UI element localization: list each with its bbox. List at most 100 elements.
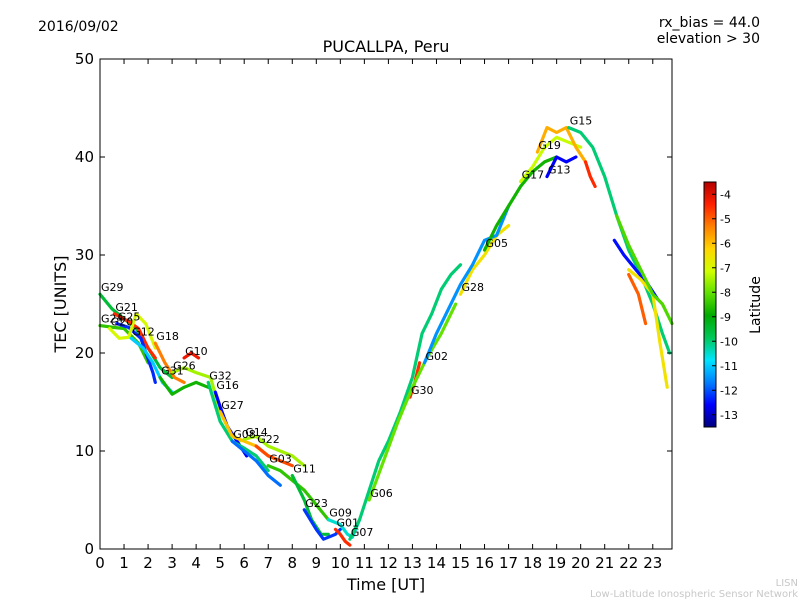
series-label: G25	[118, 311, 141, 324]
x-tick-label: 18	[523, 554, 542, 572]
series-line-G05	[482, 155, 559, 252]
x-tick-label: 12	[379, 554, 398, 572]
y-tick-label: 10	[75, 442, 94, 460]
series-line-track-35	[615, 214, 674, 326]
y-tick-label: 50	[75, 50, 94, 68]
chart-title: PUCALLPA, Peru	[323, 37, 450, 56]
x-tick-label: 22	[619, 554, 638, 572]
series-line-G07	[348, 263, 463, 541]
series-line-G02	[422, 204, 511, 365]
y-tick-label: 30	[75, 246, 94, 264]
plot-frame	[99, 58, 673, 550]
colorbar-tick-label: -9	[720, 311, 731, 324]
axes: 0 1 2 3 4 5 6 7 8 9 10 11 12 13 14 15 16 17 18 19 20 21 22 2301…	[75, 50, 672, 572]
x-tick-label: 9	[312, 554, 322, 572]
y-tick-label: 40	[75, 148, 94, 166]
series-label: G16	[216, 379, 239, 392]
series-label: G32	[209, 369, 232, 382]
series-label: G31	[161, 365, 184, 378]
series-label: G27	[221, 399, 244, 412]
series-label: G12	[132, 325, 155, 338]
colorbar-tick-label: -10	[720, 335, 738, 348]
series-line-G28	[458, 224, 511, 296]
series-label: G06	[370, 487, 393, 500]
series-label: G11	[293, 463, 316, 476]
x-tick-label: 19	[547, 554, 566, 572]
elevation-label: elevation > 30	[657, 31, 760, 47]
x-tick-label: 11	[355, 554, 374, 572]
x-tick-label: 20	[571, 554, 590, 572]
colorbar-tick-label: -8	[720, 286, 731, 299]
x-tick-label: 7	[263, 554, 273, 572]
x-tick-label: 23	[643, 554, 662, 572]
series-label: G13	[548, 164, 571, 177]
x-tick-label: 21	[595, 554, 614, 572]
series-line-track-33	[627, 273, 648, 326]
series-label: G29	[101, 281, 124, 294]
series-label: G09	[329, 507, 352, 520]
x-tick-label: 17	[499, 554, 518, 572]
series-line-G25	[115, 322, 157, 384]
series-label: G17	[522, 169, 545, 182]
series-line-G17	[519, 135, 583, 184]
series-line-G18	[153, 341, 186, 384]
colorbar-tick-label: -11	[720, 360, 738, 373]
y-tick-label: 0	[84, 540, 94, 558]
x-tick-label: 0	[95, 554, 105, 572]
series-label: G19	[538, 139, 561, 152]
series-label: G15	[570, 115, 593, 128]
series-label: G20	[111, 316, 134, 329]
series-line-track-31	[583, 160, 597, 188]
series-label: G08	[233, 428, 256, 441]
series-label: G07	[351, 526, 374, 539]
colorbar-tick-label: -13	[720, 409, 738, 422]
x-tick-label: 8	[287, 554, 297, 572]
series-label: G30	[411, 384, 434, 397]
series-label: G14	[245, 426, 268, 439]
series-line-G24	[98, 324, 150, 365]
x-tick-label: 5	[215, 554, 225, 572]
colorbar-tick-label: -6	[720, 237, 731, 250]
x-tick-label: 1	[119, 554, 129, 572]
colorbar-tick-label: -5	[720, 213, 731, 226]
x-axis-label: Time [UT]	[346, 575, 425, 594]
y-tick-label: 20	[75, 344, 94, 362]
series-line-G06	[367, 302, 458, 502]
x-tick-label: 14	[427, 554, 446, 572]
series-line-G31	[158, 375, 210, 396]
series-label: G02	[426, 350, 449, 363]
series-line-G10	[182, 351, 201, 360]
series-label: G18	[156, 330, 179, 343]
colorbar-tick-label: -12	[720, 384, 738, 397]
x-tick-label: 2	[143, 554, 153, 572]
x-tick-label: 10	[331, 554, 350, 572]
series-line-G08	[230, 439, 282, 487]
series-label: G26	[173, 360, 196, 373]
series-label: G23	[305, 497, 328, 510]
series-line-G01	[333, 527, 352, 547]
x-tick-label: 15	[451, 554, 470, 572]
series-line-G19	[535, 126, 588, 164]
x-tick-label: 6	[239, 554, 249, 572]
series-line-G20	[108, 312, 157, 350]
credit-short: LISN	[776, 578, 798, 589]
x-tick-label: 13	[403, 554, 422, 572]
x-tick-label: 4	[191, 554, 201, 572]
series-label: G01	[337, 516, 360, 529]
series-line-G21	[112, 312, 157, 360]
colorbar-tick-label: -7	[720, 262, 731, 275]
series-label: G03	[269, 453, 292, 466]
series-label: G22	[257, 433, 280, 446]
colorbar-ticks: -4 -5 -6 -7 -8 -9 -10 -11 -12 -13	[712, 188, 738, 422]
series-line-G22	[254, 444, 294, 468]
rx-bias-label: rx_bias = 44.0	[659, 15, 760, 31]
colorbar-tick-label: -4	[720, 188, 731, 201]
series-label: G10	[185, 345, 208, 358]
series-line-G14	[242, 434, 306, 468]
x-tick-label: 3	[167, 554, 177, 572]
series-label: G24	[101, 313, 124, 326]
y-axis-label: TEC [UNITS]	[51, 256, 70, 354]
series-label: G28	[462, 281, 485, 294]
